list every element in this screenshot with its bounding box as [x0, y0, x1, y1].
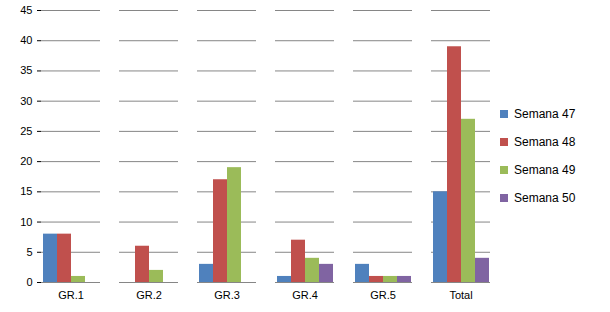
svg-text:20: 20 — [20, 155, 32, 167]
html-text:Semana 49: Semana 49 — [514, 163, 576, 177]
html-text:Semana 50: Semana 50 — [514, 191, 576, 205]
svg-text:25: 25 — [20, 125, 32, 137]
svg-text:15: 15 — [20, 185, 32, 197]
svg-text:GR.1: GR.1 — [58, 289, 84, 301]
svg-text:GR.5: GR.5 — [370, 289, 396, 301]
svg-text:45: 45 — [20, 4, 32, 16]
svg-text:40: 40 — [20, 34, 32, 46]
svg-text:GR.3: GR.3 — [214, 289, 240, 301]
svg-text:5: 5 — [26, 246, 32, 258]
svg-text:10: 10 — [20, 216, 32, 228]
html-text:Semana 48: Semana 48 — [514, 135, 576, 149]
svg-text:GR.2: GR.2 — [136, 289, 162, 301]
svg-text:35: 35 — [20, 64, 32, 76]
svg-text:Total: Total — [449, 289, 472, 301]
svg-text:0: 0 — [26, 276, 32, 288]
svg-text:30: 30 — [20, 95, 32, 107]
html-text:Semana 47: Semana 47 — [514, 107, 576, 121]
svg-text:GR.4: GR.4 — [292, 289, 318, 301]
